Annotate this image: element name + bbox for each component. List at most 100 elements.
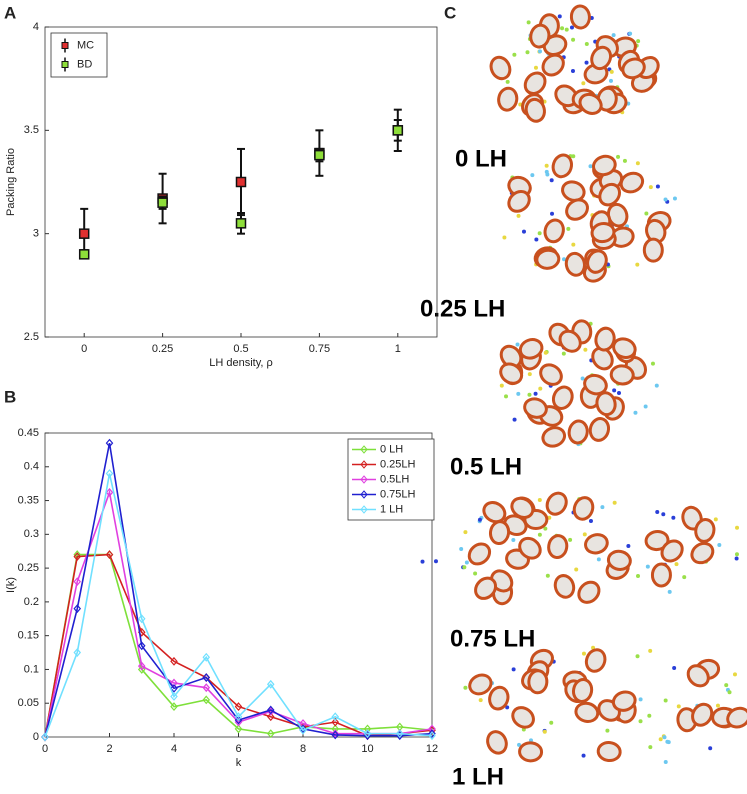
nucleosome [571,678,594,703]
point [235,176,247,188]
nucleosome [507,189,531,213]
linker-dot [502,235,507,240]
y-axis-label: Packing Ratio [5,148,17,216]
point [266,712,275,722]
nucleosome [591,346,614,371]
nucleosome [545,491,568,516]
linker-dot [512,52,517,57]
linker-dot [708,746,713,751]
point [170,656,178,666]
nucleosome [523,71,547,95]
nucleosome [686,664,710,688]
linker-dot [463,530,468,535]
linker-dot [635,161,640,166]
nucleosome [486,730,508,755]
linker-dot [527,372,532,377]
series-line [44,473,433,738]
linker-dot [568,537,573,542]
nucleosome [594,326,616,352]
point [235,218,247,229]
linker-dot [734,556,739,561]
linker-dot [588,164,593,169]
linker-dot [661,512,666,517]
linker-dot [581,81,586,86]
point [363,729,372,739]
linker-dot [635,654,640,659]
nucleosome [511,706,535,729]
legend-swatch [360,445,368,454]
x-tick-label: 0.75 [309,343,330,355]
chromatin-image [489,4,660,123]
linker-dot [635,262,640,267]
x-tick-label: 0.5 [233,343,248,355]
linker-dot [663,197,668,202]
legend-swatch [360,475,368,484]
image-label: 0.75 LH [450,625,535,652]
linker-dot [584,60,589,65]
chromatin-image [499,319,659,448]
linker-dot [616,154,621,159]
linker-dot [534,237,539,242]
y-tick-label: 0 [33,731,39,743]
linker-dot [636,39,641,44]
linker-dot [667,589,672,594]
nucleosome [535,248,561,270]
nucleosome [726,706,747,729]
y-tick-label: 0.3 [24,528,39,540]
point [234,715,243,725]
linker-dot [644,211,649,216]
nucleosome [558,329,582,353]
linker-dot [543,526,548,531]
linker-dot [612,388,617,393]
x-axis-label: k [236,757,242,769]
nucleosome [569,4,591,30]
linker-dot [521,229,526,234]
linker-dot [545,573,550,578]
linker-dot [650,361,655,366]
nucleosome [606,549,632,571]
nucleosome [518,536,542,560]
linker-dot [647,713,652,718]
linker-dot [581,753,586,758]
nucleosome [467,542,492,566]
linker-dot [537,532,542,537]
linker-dot [608,78,613,83]
nucleosome [592,154,617,177]
panel-label: B [4,387,16,406]
linker-dot [564,27,569,32]
x-tick-label: 12 [426,743,438,755]
legend-box [50,32,108,78]
linker-dot [530,173,535,178]
y-tick-label: 0.05 [18,697,39,709]
x-tick-label: 0 [81,343,87,355]
linker-dot [478,698,483,703]
legend-label: 0.75LH [380,488,416,500]
legend-swatch [360,460,368,469]
nucleosome [468,673,493,696]
x-tick-label: 2 [106,743,112,755]
linker-dot [672,665,677,670]
nucleosome [690,541,715,565]
nucleosome [524,97,546,123]
y-tick-label: 0.1 [24,663,39,675]
legend-swatch [360,505,368,514]
nucleosome [564,251,586,277]
point [170,692,178,701]
nucleosome [642,237,664,263]
point [266,705,275,715]
nucleosome [551,153,574,179]
linker-dot [672,196,677,201]
point [428,729,436,739]
linker-dot [626,543,631,548]
point [428,731,436,741]
linker-dot [648,745,653,750]
nucleosome [543,218,565,244]
linker-dot [511,537,516,542]
linker-dot [628,31,633,36]
nucleosome [691,702,714,727]
point [78,228,90,239]
linker-dot [561,257,566,262]
nucleosome [574,701,600,724]
nucleosome [584,648,607,673]
